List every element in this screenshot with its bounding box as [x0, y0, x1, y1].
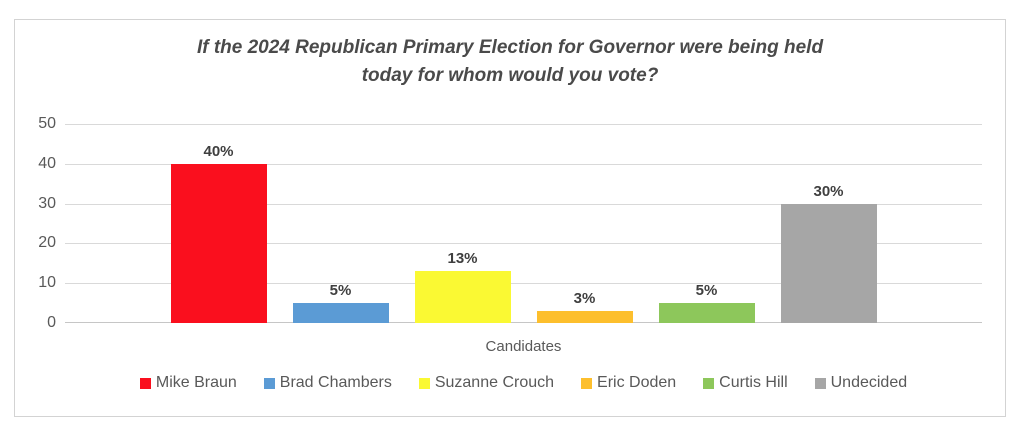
legend-label: Eric Doden: [597, 374, 677, 391]
gridline: [65, 243, 982, 245]
legend-item-eric-doden: Eric Doden: [581, 374, 676, 392]
y-tick-label: 0: [47, 314, 56, 331]
legend: Mike Braun Brad Chambers Suzanne Crouch Eri…: [65, 374, 982, 392]
y-tick-label: 30: [38, 194, 56, 212]
legend-item-suzanne-crouch: Suzanne Crouch: [418, 374, 555, 392]
legend-item-undecided: Undecided: [814, 374, 908, 392]
bar-suzanne-crouch: 13%: [414, 250, 511, 323]
bar-mike-braun: 40%: [170, 143, 267, 323]
gridlines: [65, 124, 982, 323]
y-tick-label: 50: [38, 115, 56, 132]
legend-item-mike-braun: Mike Braun: [139, 374, 237, 392]
y-tick-label: 20: [38, 234, 56, 252]
legend-swatch-icon: [703, 377, 715, 389]
chart-title: If the 2024 Republican Primary Election …: [15, 34, 1005, 89]
y-tick-label: 40: [38, 154, 56, 172]
bar-value-label: 40%: [203, 142, 234, 160]
chart-title-line2: today for whom would you vote?: [361, 64, 659, 86]
chart-container: If the 2024 Republican Primary Election …: [14, 19, 1006, 417]
legend-item-brad-chambers: Brad Chambers: [263, 374, 392, 392]
legend-item-curtis-hill: Curtis Hill: [703, 374, 788, 392]
x-axis-title: Candidates: [485, 338, 562, 355]
x-axis-line: [65, 322, 982, 323]
bar-value-label: 5%: [695, 282, 718, 300]
gridline: [65, 163, 982, 165]
gridline: [65, 283, 982, 285]
bar-curtis-hill: 5%: [658, 282, 755, 323]
bar-brad-chambers: 5%: [292, 282, 389, 323]
y-tick-label: 10: [38, 274, 56, 292]
bar-value-label: 5%: [329, 282, 352, 300]
bar-eric-doden: 3%: [536, 290, 633, 323]
legend-label: Brad Chambers: [279, 374, 392, 391]
legend-label: Curtis Hill: [719, 374, 788, 391]
y-axis-tick-labels: 0 10 20 30 40 50: [15, 115, 56, 331]
chart-title-line1: If the 2024 Republican Primary Election …: [196, 37, 824, 58]
bar-value-label: 30%: [813, 182, 844, 200]
legend-label: Undecided: [830, 374, 908, 391]
legend-swatch-icon: [814, 377, 826, 389]
legend-swatch-icon: [263, 377, 275, 389]
legend-label: Mike Braun: [155, 374, 237, 391]
plot-area: 40% 5% 13% 3% 5% 30%: [65, 124, 982, 323]
legend-label: Suzanne Crouch: [434, 374, 555, 391]
legend-swatch-icon: [581, 377, 593, 389]
bars-row: 40% 5% 13% 3% 5% 30%: [65, 124, 982, 323]
gridline: [65, 124, 982, 125]
legend-swatch-icon: [418, 377, 430, 389]
bar-value-label: 13%: [447, 250, 478, 268]
bar-value-label: 3%: [573, 290, 596, 308]
bar-undecided: 30%: [780, 183, 877, 323]
legend-swatch-icon: [139, 377, 151, 389]
gridline: [65, 203, 982, 205]
